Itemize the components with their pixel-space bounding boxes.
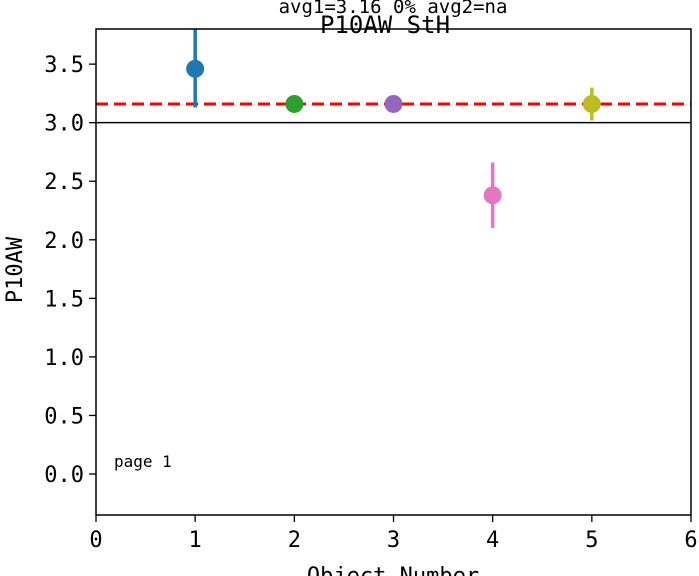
y-tick-label: 0.0 [44,463,84,488]
y-tick-label: 2.0 [44,229,84,254]
data-point [582,94,601,113]
y-tick-label: 3.0 [44,112,84,137]
plot-marks [96,29,691,229]
x-tick-label: 0 [89,528,102,553]
chart-subtitle: avg1=3.16 0% avg2=na [279,0,508,18]
y-tick-label: 2.5 [44,170,84,195]
x-tick-label: 3 [387,528,400,553]
y-tick-label: 1.5 [44,287,84,312]
y-tick-label: 1.0 [44,346,84,371]
y-axis-ticks: 0.0 0.5 1.0 1.5 2.0 2.5 3.0 3.5 [44,53,96,488]
data-point [285,94,304,113]
y-axis-label: P10AW [3,236,28,303]
x-tick-label: 4 [486,528,499,553]
x-tick-label: 6 [684,528,697,553]
y-tick-label: 0.5 [44,404,84,429]
chart-title: P10AW StH [320,11,450,39]
x-axis-label: Object Number [307,564,479,576]
y-tick-label: 3.5 [44,53,84,78]
x-axis-ticks: 0 1 2 3 4 5 6 [89,515,698,553]
x-tick-label: 2 [288,528,301,553]
x-tick-label: 1 [189,528,202,553]
page-annotation: page 1 [114,452,172,471]
data-point [186,59,205,78]
data-point [384,94,403,113]
data-point [483,186,502,205]
x-tick-label: 5 [585,528,598,553]
